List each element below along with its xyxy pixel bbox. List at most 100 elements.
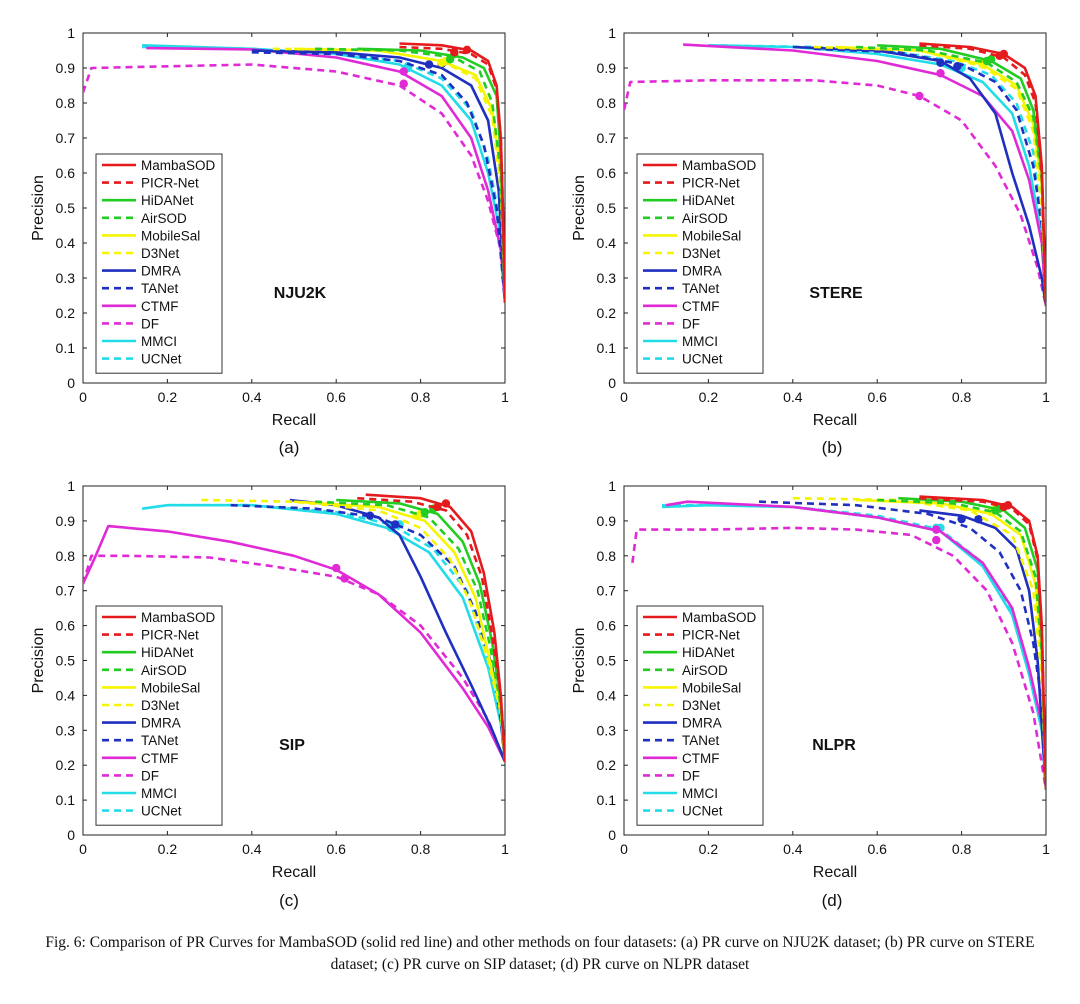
x-tick-label: 0.8 [411,841,431,857]
y-tick-label: 0.5 [597,200,617,216]
y-axis-label: Precision [30,175,47,241]
y-tick-label: 0.2 [56,757,76,773]
legend: MambaSOD PICR-Net HiDANet AirSOD MobileSal D3… [95,605,223,826]
y-tick-label: 0.8 [597,548,617,564]
series-marker-mambasod [462,45,472,54]
series-line-tanet [813,47,1046,307]
y-tick-label: 0.9 [56,60,76,76]
legend-label: UCNet [682,804,723,819]
series-group [83,42,505,303]
y-tick-label: 1 [608,25,616,41]
legend-label: D3Net [682,698,721,713]
series-line-picr-net [919,44,1046,307]
legend-label: MobileSal [141,680,200,695]
series-line-mambasod [399,42,505,303]
x-tick-label: 0.8 [952,389,972,405]
chart-panel-3: 0 0.2 0.4 0.6 0.8 1 0 0.1 0.2 0.3 0.4 0.5 0.6 0.7 0.8 0… [30,478,509,910]
x-tick-label: 0.2 [699,841,719,857]
x-tick-label: 0.6 [326,389,346,405]
y-tick-label: 0.4 [597,687,617,703]
y-tick-label: 0.8 [56,95,76,111]
x-tick-label: 0 [620,389,628,405]
legend-label: MMCI [141,334,177,349]
y-tick-label: 0.6 [56,165,76,181]
x-axis-label: Recall [272,864,316,881]
y-tick-label: 0.4 [56,235,76,251]
chart-panel-2: 0 0.2 0.4 0.6 0.8 1 0 0.1 0.2 0.3 0.4 0.5 0.6 0.7 0.8 0… [571,25,1050,457]
series-marker-mambasod [1003,500,1013,510]
dataset-label: SIP [279,737,305,754]
y-tick-label: 0.6 [597,165,617,181]
y-tick-label: 0.3 [56,270,76,286]
y-tick-label: 0.9 [597,513,617,529]
y-axis-label: Precision [30,628,47,694]
x-tick-label: 0.4 [783,841,803,857]
x-tick-label: 0.4 [783,389,803,405]
legend-label: CTMF [141,751,179,766]
series-line-dmra [792,45,1046,307]
series-marker-df [915,91,924,101]
legend-label: TANet [682,733,720,748]
panel-label: (d) [822,891,843,910]
legend-label: DF [141,316,159,331]
legend-box [636,153,764,374]
y-tick-label: 0.6 [597,618,617,634]
series-line-mobilesal [856,498,1046,790]
y-tick-label: 0.9 [597,60,617,76]
y-tick-label: 1 [67,478,75,494]
series-marker-hidanet [986,55,996,64]
series-line-airsod [315,47,505,303]
legend-label: TANet [141,281,179,296]
legend-label: DMRA [141,716,181,731]
legend-label: HiDANet [682,193,735,208]
legend-label: D3Net [141,246,180,261]
panel-label: (a) [279,438,300,457]
legend-label: MobileSal [141,228,200,243]
x-tick-label: 0.8 [952,841,972,857]
series-marker-df [932,535,941,545]
x-axis-label: Recall [813,864,857,881]
series-line-df [83,63,505,303]
series-marker-picr-net [450,48,459,57]
series-line-dmra [251,49,505,303]
legend-label: AirSOD [141,663,187,678]
legend-label: TANet [682,281,720,296]
series-line-d3net [813,45,1046,307]
x-tick-label: 0.6 [867,841,887,857]
series-line-df [83,554,505,763]
series-line-tanet [758,500,1046,790]
y-tick-label: 0 [67,827,75,843]
series-line-picr-net [919,496,1046,790]
series-line-ctmf [83,524,505,763]
y-tick-label: 0.4 [56,687,76,703]
series-marker-dmra [936,58,945,67]
legend-label: HiDANet [141,193,194,208]
legend-label: UCNet [682,352,723,367]
x-tick-label: 0.8 [411,389,431,405]
x-tick-label: 0.2 [699,389,719,405]
legend-label: TANet [141,733,179,748]
x-tick-label: 0 [620,841,628,857]
legend-label: MMCI [141,786,177,801]
series-marker-df [399,79,408,88]
y-tick-label: 0.2 [597,757,617,773]
legend-box [636,605,764,826]
y-tick-label: 0.3 [56,722,76,738]
legend-label: AirSOD [682,211,728,226]
dataset-label: NLPR [812,737,856,754]
panel-label: (b) [822,438,843,457]
series-marker-mambasod [999,49,1008,59]
legend-label: MobileSal [682,228,741,243]
legend: MambaSOD PICR-Net HiDANet AirSOD MobileSal D3… [636,153,764,374]
x-tick-label: 1 [1042,841,1050,857]
legend-label: MMCI [682,786,718,801]
series-line-mmci [141,503,505,762]
y-axis-label: Precision [571,628,588,694]
legend-label: DF [141,768,159,783]
x-tick-label: 1 [501,841,509,857]
series-marker-ctmf [932,525,941,534]
series-line-airsod [877,498,1046,790]
x-tick-label: 0.4 [242,841,262,857]
legend-label: UCNet [141,804,182,819]
